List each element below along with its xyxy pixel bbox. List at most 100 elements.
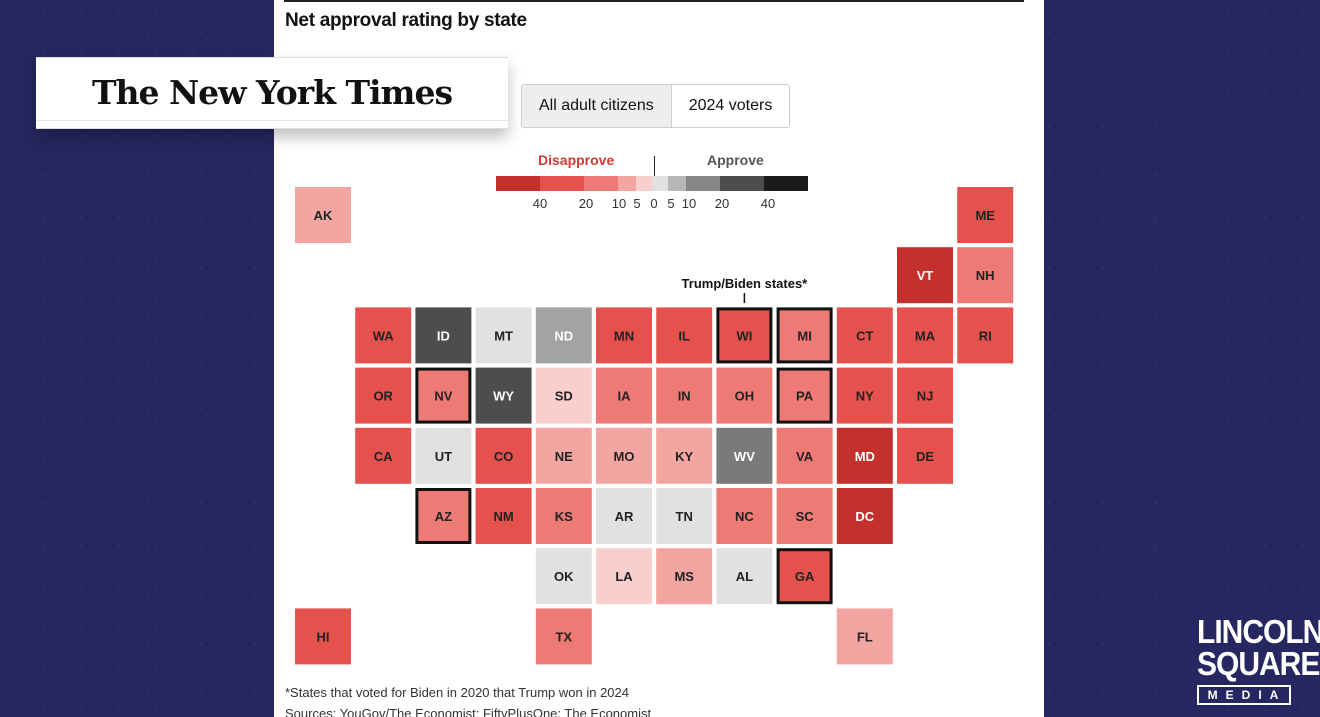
state-tile-de: DE [897,427,953,484]
state-label: MN [614,328,634,343]
state-label: UT [435,449,452,464]
state-tile-fill [776,367,833,424]
state-tile-map: AK ME VT NH WA ID MT ND MN IL WI MI CT MA RI OR NV WY SD IA… [295,187,1014,665]
state-tile-mt: MT [475,307,532,364]
state-tile-nm: NM [475,488,532,544]
state-tile-vt: VT [897,247,953,304]
state-tile-fill [415,488,472,544]
brand-line-3: MEDIA [1197,685,1291,705]
state-tile-ct: CT [836,307,893,364]
state-tile-me: ME [957,187,1014,243]
state-tile-fill [716,307,773,364]
state-label: NY [856,389,874,404]
state-tile-fl: FL [836,608,893,665]
state-label: MI [797,328,811,343]
state-tile-tx: TX [535,608,592,665]
state-tile-ny: NY [836,367,893,424]
state-tile-co: CO [475,427,532,484]
state-tile-fill [535,608,592,665]
state-tile-ut: UT [415,427,472,484]
state-tile-nd: ND [535,307,592,364]
state-label: AK [314,208,333,223]
state-label: TX [555,629,572,644]
nyt-logo: The New York Times [91,73,453,112]
state-tile-mn: MN [596,307,652,364]
state-tile-oh: OH [716,367,773,424]
state-tile-ca: CA [355,427,412,484]
state-tile-al: AL [716,548,773,605]
state-tile-fill [596,427,652,484]
legend-swatch [540,176,584,191]
state-tile-fill [776,307,833,364]
state-tile-dc: DC [836,488,893,544]
state-label: IA [618,389,632,404]
state-label: MA [915,328,936,343]
state-label: KY [675,449,693,464]
state-label: WA [373,328,395,343]
toggle-2024-voters[interactable]: 2024 voters [671,85,790,127]
population-toggle[interactable]: All adult citizens 2024 voters [521,84,791,128]
state-label: MS [674,569,694,584]
legend-tick-label: 40 [532,196,548,211]
state-tile-nj: NJ [897,367,953,424]
state-label: ND [554,328,573,343]
state-tile-fill [716,367,773,424]
state-tile-hi: HI [295,608,351,665]
state-label: MD [855,449,875,464]
legend-tick-label: 0 [650,196,658,211]
state-tile-sc: SC [776,488,833,544]
state-tile-fill [596,488,652,544]
state-label: KS [555,509,573,524]
brand-line-2: SQUARE [1197,646,1320,683]
state-label: GA [795,569,815,584]
state-label: OK [554,569,574,584]
state-label: NC [735,509,754,524]
state-tile-fill [776,427,833,484]
legend-center-tick [654,156,655,186]
state-tile-fill [716,427,773,484]
state-tile-in: IN [656,367,713,424]
legend-tick-label: 10 [681,196,697,211]
state-tile-ia: IA [596,367,652,424]
state-tile-fill [656,367,713,424]
state-label: CO [494,449,513,464]
state-label: VA [796,449,814,464]
state-tile-fill [415,367,472,424]
state-tile-tn: TN [656,488,713,544]
state-tile-fill [957,187,1014,243]
chart-title: Net approval rating by state [285,10,527,31]
state-tile-fill [897,427,953,484]
legend-swatch [652,176,668,191]
state-label: CT [856,328,873,343]
state-tile-fill [656,488,713,544]
state-tile-fill [475,427,532,484]
state-tile-nv: NV [415,367,472,424]
state-tile-md: MD [836,427,893,484]
state-tile-fill [596,307,652,364]
state-tile-ks: KS [535,488,592,544]
state-tile-fill [776,548,833,605]
state-tile-fill [596,367,652,424]
state-tile-fill [415,307,472,364]
state-tile-sd: SD [535,367,592,424]
state-tile-fill [957,307,1014,364]
state-tile-fill [957,247,1014,304]
state-tile-nh: NH [957,247,1014,304]
footnote: *States that voted for Biden in 2020 tha… [285,685,629,700]
state-label: ME [975,208,995,223]
state-label: TN [676,509,693,524]
state-tile-fill [535,548,592,605]
state-tile-or: OR [355,367,412,424]
toggle-all-adult-citizens[interactable]: All adult citizens [522,85,672,127]
state-tile-fill [535,427,592,484]
legend-tick-label: 40 [760,196,776,211]
state-label: NV [434,389,452,404]
state-label: WY [493,389,514,404]
annotation-label: Trump/Biden states* [682,276,809,291]
banner-rule [36,120,508,121]
state-label: OH [735,389,755,404]
state-label: IN [678,389,691,404]
state-label: CA [374,449,393,464]
state-tile-fill [535,488,592,544]
state-tile-ar: AR [596,488,652,544]
